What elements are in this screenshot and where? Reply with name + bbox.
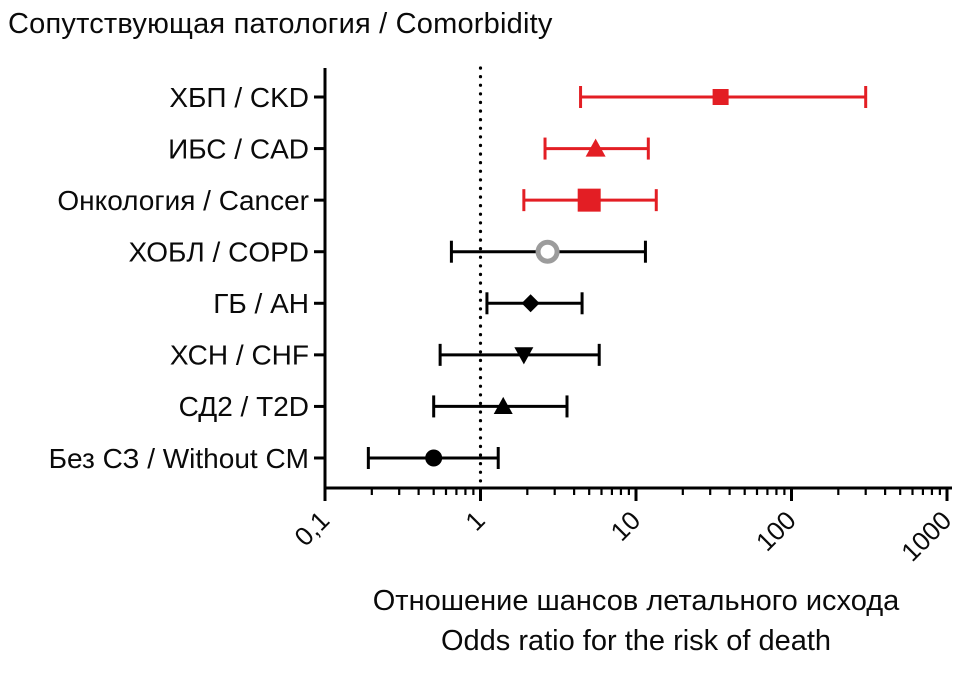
marker-square	[712, 89, 729, 105]
category-label: ХБП / CKD	[169, 82, 309, 113]
x-tick-label: 100	[750, 505, 802, 557]
category-label: Без СЗ / Without CM	[49, 443, 309, 474]
figure-title: Сопутствующая патология / Comorbidity	[8, 8, 553, 40]
x-tick-label: 0,1	[288, 505, 335, 552]
marker-circle-open	[535, 239, 560, 264]
marker-square	[577, 188, 601, 212]
marker-diamond	[521, 294, 540, 313]
x-axis-caption-ru: Отношение шансов летального исхода	[373, 585, 900, 617]
x-tick-label: 10	[605, 505, 647, 547]
marker-triangle-down	[514, 347, 534, 365]
marker-triangle-up	[585, 138, 606, 157]
marker-circle	[425, 449, 443, 467]
category-label: ХСН / CHF	[170, 340, 309, 371]
x-tick-label: 1	[459, 505, 490, 536]
x-axis-caption-en: Odds ratio for the risk of death	[441, 625, 831, 657]
category-label: ГБ / AH	[213, 288, 309, 319]
x-tick-label: 1000	[895, 505, 957, 567]
category-label: СД2 / T2D	[179, 391, 309, 422]
category-label: Онкология / Cancer	[57, 185, 309, 216]
marker-triangle-up	[493, 396, 513, 415]
category-label: ХОБЛ / COPD	[128, 237, 309, 268]
category-label: ИБС / CAD	[168, 133, 309, 164]
